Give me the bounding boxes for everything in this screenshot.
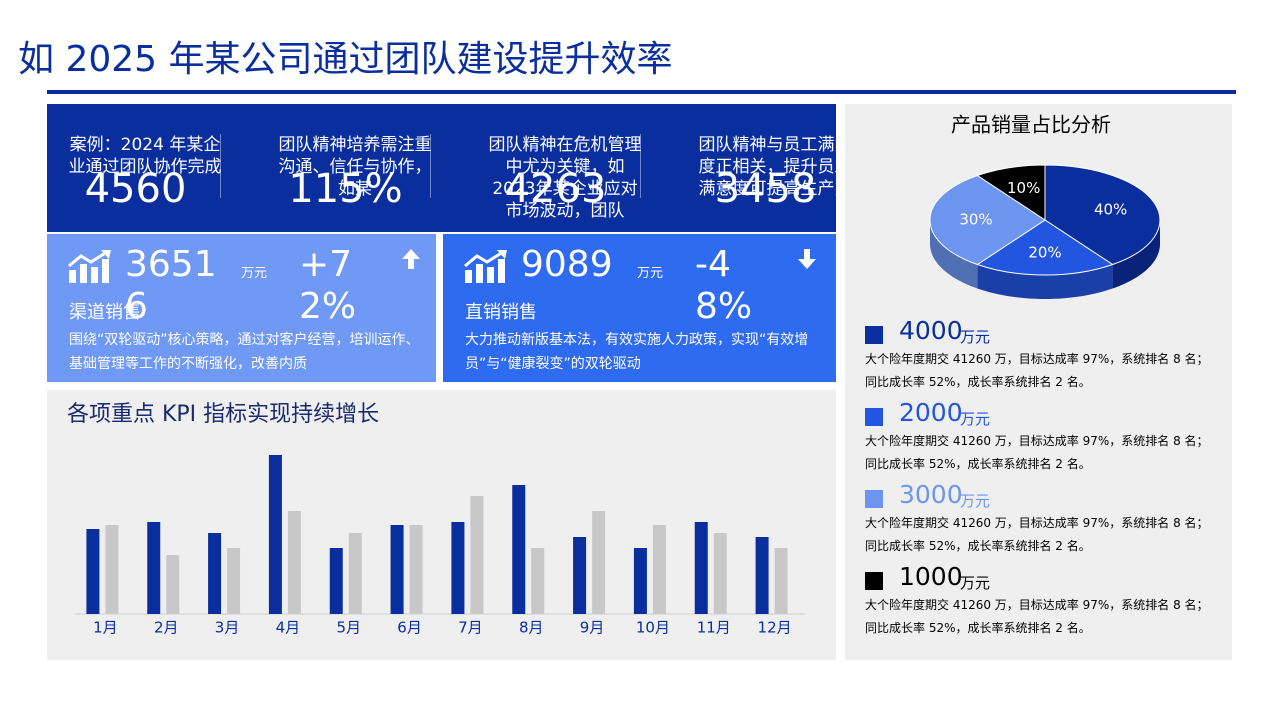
highlight-text: 团队精神在危机管理中尤为关键，如2023年某企业应对市场波动，团队 <box>488 135 642 221</box>
highlight-text: 团队精神培养需注重沟通、信任与协作，如某 <box>278 135 432 199</box>
x-tick-label: 3月 <box>215 619 240 637</box>
legend-unit: 万元 <box>960 574 991 592</box>
pie-slice <box>929 174 1046 266</box>
card-unit: 万元 <box>241 266 268 281</box>
legend-text: 大个险年度期交 41260 万，目标达成率 97%，系统排名 8 名；同比成长率… <box>865 598 1209 635</box>
pie-slice <box>1044 164 1161 266</box>
bar <box>774 548 788 614</box>
bar <box>166 555 180 614</box>
legend-unit: 万元 <box>960 492 991 510</box>
bar <box>268 455 282 614</box>
pie-chart: 产品销量占比分析 40% 20% 30% 10% <box>929 113 1161 299</box>
chart-title: 产品销量占比分析 <box>951 113 1111 137</box>
bar <box>592 511 606 614</box>
slide-title: 如 2025 年某公司通过团队建设提升效率 <box>18 39 673 80</box>
legend-value: 2000 <box>899 398 963 427</box>
legend-text: 大个险年度期交 41260 万，目标达成率 97%，系统排名 8 名；同比成长率… <box>865 352 1209 389</box>
legend-text: 大个险年度期交 41260 万，目标达成率 97%，系统排名 8 名；同比成长率… <box>865 516 1209 553</box>
chart-title: 各项重点 KPI 指标实现持续增长 <box>67 402 379 427</box>
data-label: 20% <box>1028 244 1061 262</box>
x-tick-label: 12月 <box>758 619 792 637</box>
x-tick-label: 10月 <box>636 619 670 637</box>
x-tick-label: 11月 <box>697 619 731 637</box>
sales-card: 9089 万元 -48% 直销销售大力推动新版基本法，有效实施人力政策，实现“有效增员… <box>443 234 836 382</box>
pie-slice <box>976 164 1046 221</box>
bar <box>451 522 465 614</box>
highlight-band: 案例：2024 年某企业通过团队协作完成 4560 团队精神培养需注重沟通、信任与协… <box>47 104 836 232</box>
bar <box>348 533 362 614</box>
bar-chart: 各项重点 KPI 指标实现持续增长 1月 2月 3月 4月 5月 6月 7月 8月 9月 10月 11… <box>67 402 805 637</box>
bar <box>713 533 727 614</box>
legend-value: 3000 <box>899 480 963 509</box>
card-value: 36516 <box>125 244 217 327</box>
bar <box>512 485 526 614</box>
sales-card: 36516 万元 +72% 渠道销售围绕“双轮驱动”核心策略，通过对客户经营，培训运作… <box>47 234 436 382</box>
growth-icon <box>68 250 111 283</box>
bar <box>409 525 423 614</box>
bar <box>86 529 100 614</box>
bar <box>652 525 666 614</box>
card-label: 直销销售 <box>465 302 537 323</box>
legend-swatch <box>865 572 883 590</box>
pie-side <box>1112 220 1160 289</box>
bar <box>755 537 769 614</box>
x-tick-label: 8月 <box>519 619 544 637</box>
bar <box>390 525 404 614</box>
card-label: 渠道销售 <box>69 302 141 323</box>
bar-panel: 各项重点 KPI 指标实现持续增长 1月 2月 3月 4月 5月 6月 7月 8月 9月 10月 11… <box>47 390 836 660</box>
x-tick-label: 4月 <box>276 619 301 637</box>
x-tick-label: 7月 <box>458 619 483 637</box>
bar <box>633 548 647 614</box>
separator <box>430 134 431 198</box>
data-label: 40% <box>1094 200 1127 218</box>
x-tick-label: 9月 <box>580 619 605 637</box>
legend-value: 4000 <box>899 316 963 345</box>
legend-swatch <box>865 326 883 344</box>
pie-slice <box>976 219 1114 276</box>
legend-text: 大个险年度期交 41260 万，目标达成率 97%，系统排名 8 名；同比成长率… <box>865 434 1209 471</box>
bar <box>287 511 301 614</box>
card-change: -48% <box>695 244 753 327</box>
bar <box>531 548 545 614</box>
highlight-number: 4560 <box>84 166 187 212</box>
up-arrow <box>402 249 420 269</box>
bar <box>227 548 241 614</box>
pie-panel: 产品销量占比分析 40% 20% 30% 10% 4000 万元 大个险年度期交 41260… <box>845 104 1232 660</box>
bar <box>147 522 161 614</box>
card-value: 9089 <box>521 244 613 285</box>
pie-side <box>930 220 978 289</box>
data-label: 30% <box>959 211 992 229</box>
card-text: 大力推动新版基本法，有效实施人力政策，实现“有效增员”与“健康裂变”的双轮驱动 <box>465 332 809 372</box>
legend-swatch <box>865 490 883 508</box>
card-change: +72% <box>299 244 357 327</box>
bar <box>329 548 343 614</box>
data-label: 10% <box>1007 179 1040 197</box>
highlight-text: 案例：2024 年某企业通过团队协作完成 <box>68 135 222 177</box>
bar <box>573 537 587 614</box>
legend-unit: 万元 <box>960 328 991 346</box>
x-tick-label: 5月 <box>336 619 361 637</box>
separator <box>640 134 641 198</box>
legend-unit: 万元 <box>960 410 991 428</box>
bar <box>694 522 708 614</box>
bar <box>470 496 484 614</box>
bar <box>208 533 222 614</box>
x-tick-label: 2月 <box>154 619 179 637</box>
growth-icon <box>464 250 507 283</box>
title-rule <box>47 90 1236 94</box>
separator <box>220 134 221 198</box>
legend-value: 1000 <box>899 562 963 591</box>
bar <box>105 525 119 614</box>
card-text: 围绕“双轮驱动”核心策略，通过对客户经营，培训运作、基础管理等工作的不断强化，改… <box>69 332 420 372</box>
down-arrow <box>798 249 816 269</box>
highlight-text: 团队精神与员工满意度正相关，提升员工满意度可提高生产力 <box>698 135 837 199</box>
legend-swatch <box>865 408 883 426</box>
x-tick-label: 1月 <box>93 619 118 637</box>
x-tick-label: 6月 <box>397 619 422 637</box>
highlight-number: 115% <box>288 166 403 212</box>
highlight-number: 3458 <box>714 166 817 212</box>
card-unit: 万元 <box>637 266 664 281</box>
highlight-number: 4263 <box>504 166 607 212</box>
